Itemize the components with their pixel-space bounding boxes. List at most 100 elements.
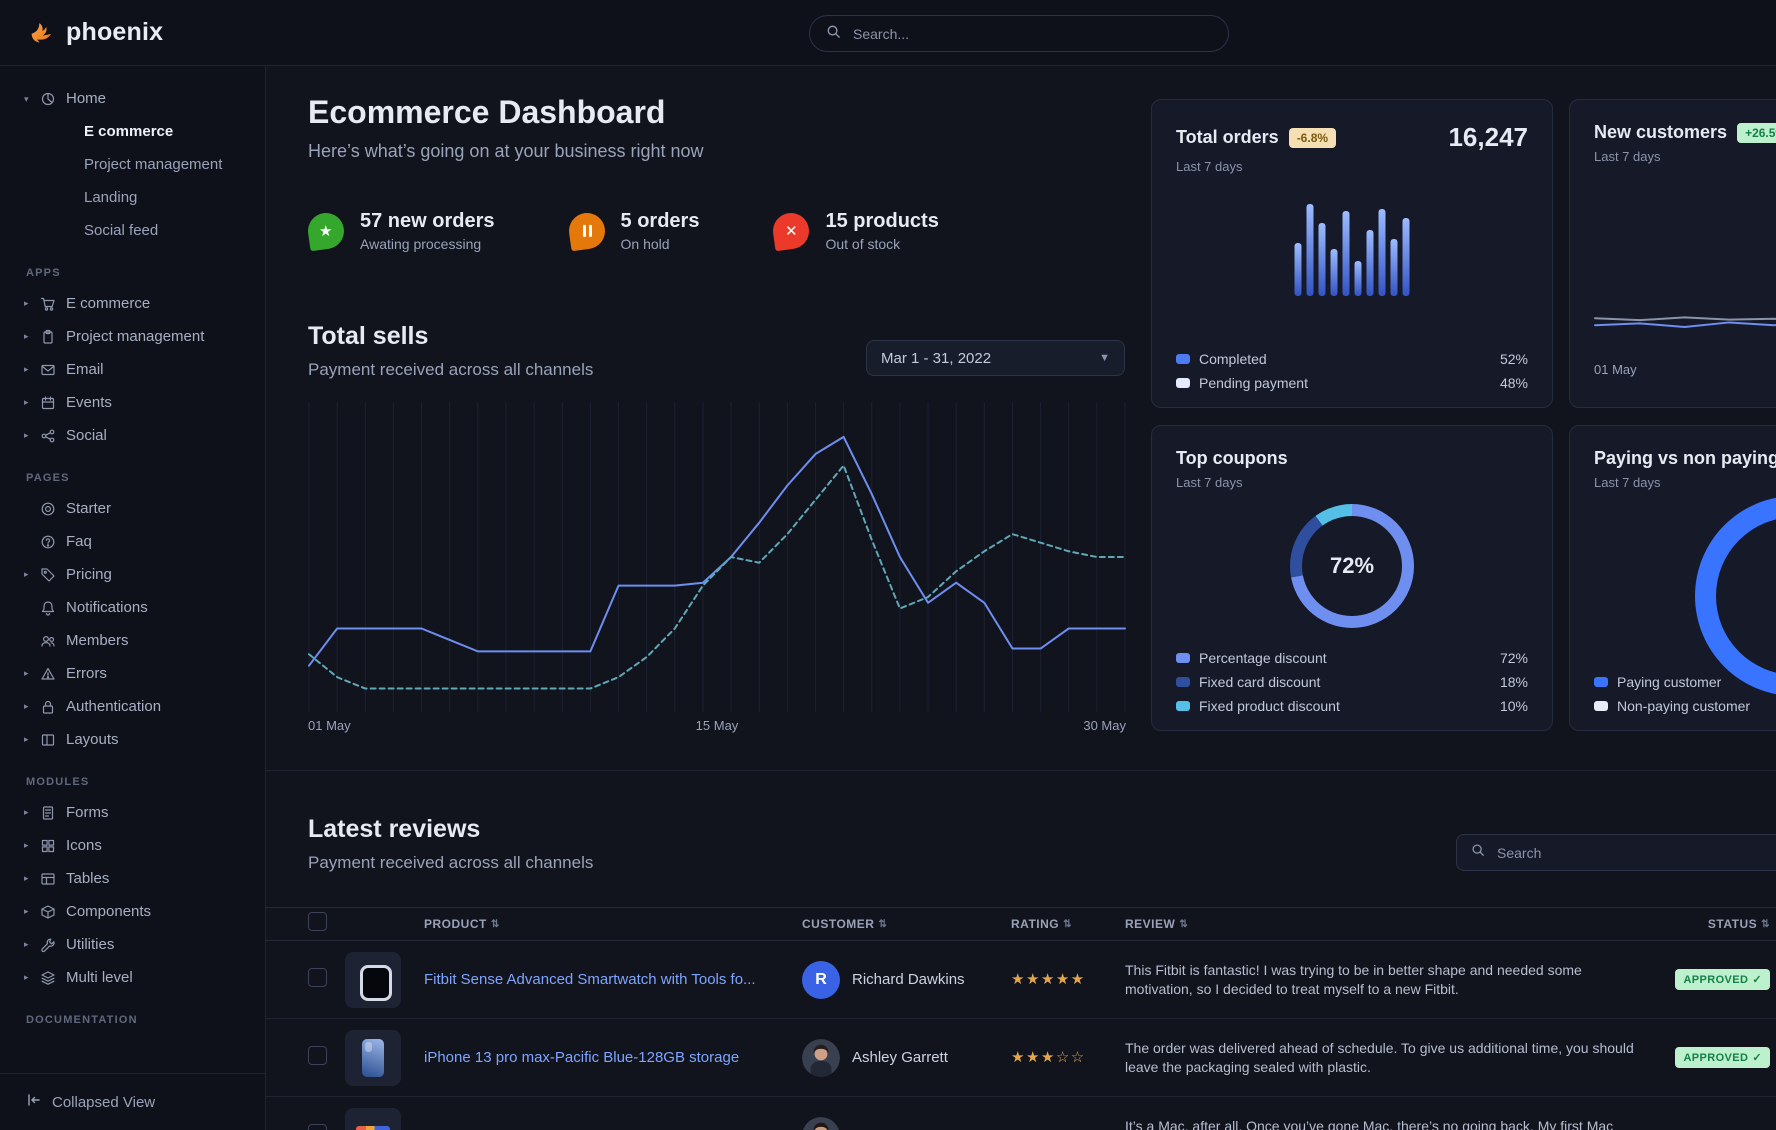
chevron-right-icon: ▸ (24, 298, 29, 308)
reviews-search-input[interactable] (1495, 843, 1776, 862)
column-header-review[interactable]: REVIEW ⇅ (1125, 917, 1189, 931)
period-label: Last 7 days (1176, 475, 1243, 490)
sidebar-item-tables[interactable]: ▸ Tables (0, 862, 265, 895)
sidebar-item-authentication[interactable]: ▸ Authentication (0, 690, 265, 723)
sidebar-item-label: Project management (84, 156, 223, 173)
sidebar-section-apps: APPS (26, 267, 61, 279)
sidebar-item-multi-level[interactable]: ▸ Multi level (0, 961, 265, 994)
sidebar-item-label: Multi level (66, 969, 133, 986)
paying-card: Paying vs non paying Last 7 days Paying … (1569, 425, 1776, 731)
sidebar-item-label: Components (66, 903, 152, 920)
new-customers-chart (1594, 285, 1776, 352)
period-label: Last 7 days (1594, 475, 1661, 490)
chevron-right-icon: ▸ (24, 364, 29, 374)
chevron-down-icon: ▼ (1099, 352, 1110, 364)
total-sells-title: Total sells (308, 322, 429, 350)
pause-icon (566, 210, 607, 252)
sidebar-item-forms[interactable]: ▸ Forms (0, 796, 265, 829)
order-bar (1318, 223, 1326, 296)
collapse-label: Collapsed View (52, 1093, 156, 1111)
mail-icon (40, 362, 66, 378)
layout-icon (40, 732, 66, 748)
layers-icon (40, 970, 66, 986)
legend-row: Completed 52% (1176, 351, 1528, 367)
column-header-status[interactable]: STATUS ⇅ (1707, 917, 1770, 931)
clipboard-icon (40, 329, 66, 345)
sidebar-item-social[interactable]: ▸ Social (0, 419, 265, 452)
collapse-arrow-icon (26, 1092, 42, 1112)
global-search[interactable] (809, 15, 1229, 52)
sidebar-item-components[interactable]: ▸ Components (0, 895, 265, 928)
collapse-sidebar-button[interactable]: Collapsed View (0, 1073, 265, 1130)
legend-value: 18% (1499, 674, 1528, 690)
sidebar-item-label: Home (66, 90, 107, 107)
donut-center-value: 72% (1329, 553, 1375, 578)
sidebar-item-members[interactable]: Members (0, 624, 265, 657)
sidebar-item-pricing[interactable]: ▸ Pricing (0, 558, 265, 591)
column-header-rating[interactable]: RATING ⇅ (1011, 917, 1072, 931)
reviews-subtitle: Payment received across all channels (308, 853, 594, 872)
stat-value: 5 orders (620, 210, 700, 232)
sidebar-item-label: Utilities (66, 936, 115, 953)
legend-value: 10% (1499, 698, 1528, 714)
row-checkbox[interactable] (308, 1045, 327, 1065)
sidebar-item-label: Email (66, 361, 104, 378)
date-range-select[interactable]: Mar 1 - 31, 2022 ▼ (866, 340, 1125, 376)
order-bar (1366, 230, 1374, 296)
legend-row: Paying customer (1594, 674, 1776, 690)
brand-name: phoenix (66, 18, 164, 46)
sidebar-item-e-commerce[interactable]: E commerce (0, 115, 265, 148)
sidebar-item-social-feed[interactable]: Social feed (0, 214, 265, 247)
stat-on-hold: 5 orders On hold (566, 210, 700, 252)
sidebar-item-email[interactable]: ▸ Email (0, 353, 265, 386)
customer-name: Ashley Garrett (852, 1049, 948, 1066)
x-tick-label: 01 May (308, 718, 351, 733)
table-row: Fitbit Sense Advanced Smartwatch with To… (266, 941, 1776, 1019)
product-link[interactable]: Fitbit Sense Advanced Smartwatch with To… (424, 971, 756, 988)
sidebar-item-errors[interactable]: ▸ Errors (0, 657, 265, 690)
sidebar-item-landing[interactable]: Landing (0, 181, 265, 214)
date-range-value: Mar 1 - 31, 2022 (881, 349, 992, 367)
sidebar-item-label: Landing (84, 189, 138, 206)
legend-row: Non-paying customer (1594, 698, 1776, 714)
tool-icon (40, 937, 66, 953)
sidebar-item-utilities[interactable]: ▸ Utilities (0, 928, 265, 961)
sidebar-item-project-management[interactable]: ▸ Project management (0, 320, 265, 353)
order-bar (1294, 243, 1302, 296)
sidebar-item-label: Pricing (66, 566, 112, 583)
card-title: Total orders (1176, 127, 1279, 147)
table-body: Fitbit Sense Advanced Smartwatch with To… (266, 941, 1776, 1130)
column-header-product[interactable]: PRODUCT ⇅ (424, 917, 500, 931)
sidebar-item-faq[interactable]: Faq (0, 525, 265, 558)
bell-icon (40, 600, 66, 616)
sidebar-item-layouts[interactable]: ▸ Layouts (0, 723, 265, 756)
sidebar-item-starter[interactable]: Starter (0, 492, 265, 525)
package-icon (40, 904, 66, 920)
product-link[interactable]: iPhone 13 pro max-Pacific Blue-128GB sto… (424, 1049, 740, 1066)
legend-row: Pending payment 48% (1176, 375, 1528, 391)
chevron-right-icon: ▸ (24, 569, 29, 579)
row-checkbox[interactable] (308, 967, 327, 987)
sidebar-item-events[interactable]: ▸ Events (0, 386, 265, 419)
sidebar-item-notifications[interactable]: Notifications (0, 591, 265, 624)
table-header-row: PRODUCT ⇅ CUSTOMER ⇅ RATING ⇅ REVIEW ⇅ STATUS ⇅ (266, 907, 1776, 941)
cart-icon (40, 296, 66, 312)
table-icon (40, 871, 66, 887)
coupons-donut-chart: 72% (1290, 504, 1414, 628)
sidebar-item-project-management[interactable]: Project management (0, 148, 265, 181)
brand[interactable]: phoenix (26, 15, 163, 50)
reviews-search[interactable] (1456, 834, 1776, 871)
search-input[interactable] (851, 24, 1212, 43)
sidebar-item-home[interactable]: ▾ Home (0, 82, 265, 115)
table-row: iPhone 13 pro max-Pacific Blue-128GB sto… (266, 1019, 1776, 1097)
product-thumbnail (345, 1107, 401, 1130)
column-header-customer[interactable]: CUSTOMER ⇅ (802, 917, 888, 931)
row-checkbox[interactable] (308, 1123, 327, 1130)
sidebar-item-icons[interactable]: ▸ Icons (0, 829, 265, 862)
star-icon: ★ (305, 210, 347, 252)
select-all-checkbox[interactable] (308, 912, 327, 931)
change-badge: +26.5% (1737, 122, 1776, 143)
chevron-right-icon: ▸ (24, 807, 29, 817)
page-title: Ecommerce Dashboard (308, 94, 666, 130)
sidebar-item-e-commerce[interactable]: ▸ E commerce (0, 287, 265, 320)
